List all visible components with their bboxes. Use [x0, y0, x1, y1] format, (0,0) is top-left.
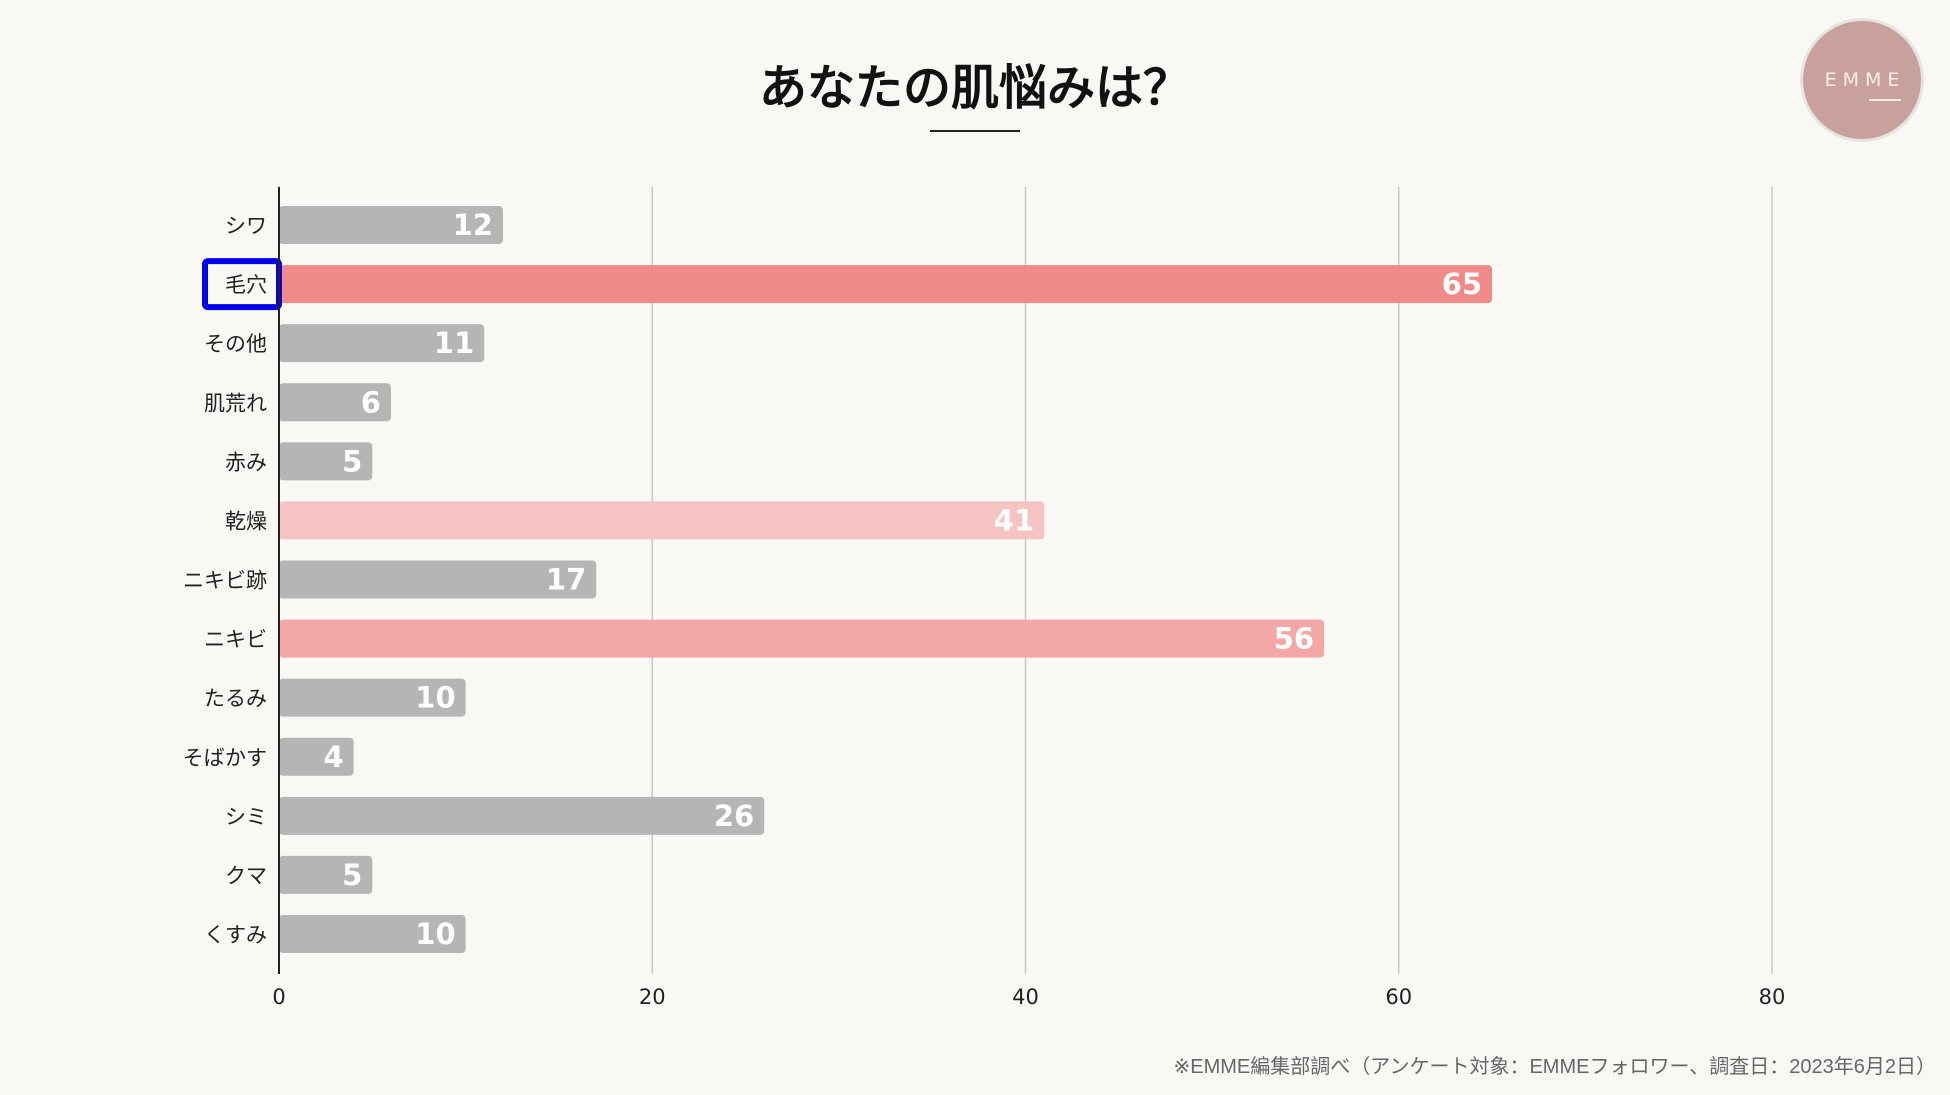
- bar: [279, 915, 466, 953]
- x-tick-label: 0: [272, 985, 285, 1009]
- data-label: 11: [434, 326, 474, 360]
- x-tick-label: 40: [1012, 985, 1039, 1009]
- x-tick-label: 20: [639, 985, 666, 1009]
- bar-chart: 0 20 40 60 80 12 シワ 65 毛穴 11 その他 6 肌荒れ 5 赤み 41 乾燥 17 ニキビ跡 5…: [183, 187, 1786, 1009]
- category-label: クマ: [225, 864, 267, 888]
- bar: [279, 678, 466, 717]
- category-label: ニキビ跡: [183, 569, 267, 593]
- bar: [279, 737, 354, 776]
- bar: [279, 855, 373, 894]
- x-tick-label: 60: [1385, 985, 1412, 1009]
- data-label: 12: [453, 208, 493, 242]
- category-label: ニキビ: [204, 628, 267, 652]
- data-label: 65: [1442, 267, 1482, 301]
- data-label: 5: [342, 444, 362, 478]
- category-label: シワ: [225, 214, 267, 238]
- category-label: 乾燥: [225, 509, 267, 533]
- bar: [279, 206, 503, 244]
- data-label: 17: [546, 563, 586, 597]
- data-label: 41: [994, 503, 1034, 537]
- data-label: 6: [361, 385, 381, 419]
- bar: [279, 796, 765, 835]
- data-label: 56: [1274, 622, 1314, 656]
- bar: [279, 560, 597, 599]
- category-label: シミ: [225, 805, 267, 829]
- data-label: 26: [714, 799, 754, 833]
- bar: [279, 324, 485, 363]
- data-label: 4: [323, 740, 343, 774]
- category-label: 毛穴: [225, 273, 267, 297]
- category-label: 赤み: [225, 450, 267, 474]
- footnote: ※EMME編集部調べ（アンケート対象：EMMEフォロワー、調査日：2023年6月…: [1173, 1056, 1937, 1078]
- category-label: そばかす: [183, 746, 267, 770]
- category-label: 肌荒れ: [204, 391, 267, 415]
- emme-logo: EMME: [1800, 18, 1924, 142]
- x-tick-label: 80: [1759, 985, 1786, 1009]
- bar: [279, 501, 1045, 540]
- bar: [279, 442, 373, 481]
- data-label: 10: [415, 917, 455, 951]
- category-label: その他: [204, 332, 267, 356]
- data-label: 10: [415, 681, 455, 715]
- category-label: くすみ: [204, 923, 267, 947]
- bar: [279, 265, 1493, 304]
- title-underline: [930, 130, 1020, 132]
- bar: [279, 619, 1325, 658]
- data-label: 5: [342, 858, 362, 892]
- category-label: たるみ: [204, 687, 267, 711]
- bar: [279, 383, 391, 422]
- chart-title: あなたの肌悩みは？: [758, 60, 1191, 116]
